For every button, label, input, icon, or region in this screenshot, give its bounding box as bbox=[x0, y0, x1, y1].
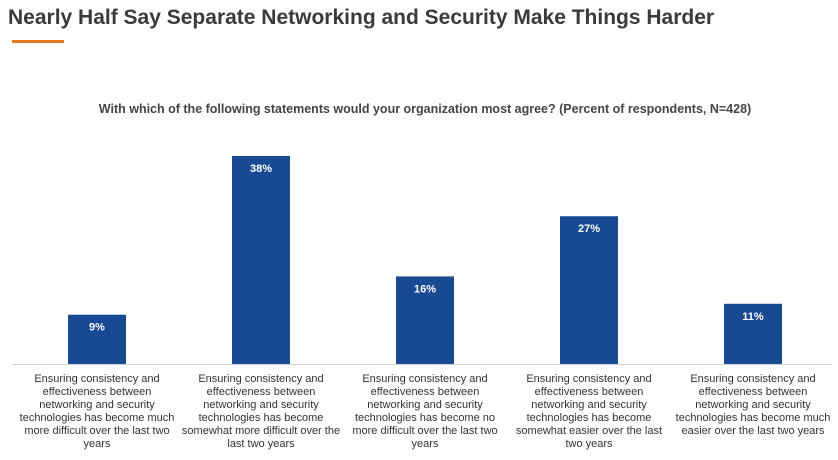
data-label-3: 16% bbox=[414, 283, 436, 295]
page-title: Nearly Half Say Separate Networking and … bbox=[8, 6, 715, 29]
data-label-1: 9% bbox=[89, 322, 105, 334]
data-label-5: 11% bbox=[742, 311, 764, 323]
bar-2 bbox=[232, 156, 290, 364]
bar-3 bbox=[396, 276, 454, 364]
bar-1 bbox=[68, 314, 126, 364]
category-label-2: Ensuring consistency and effectiveness b… bbox=[181, 373, 341, 450]
data-label-4: 27% bbox=[578, 223, 600, 235]
category-label-1: Ensuring consistency and effectiveness b… bbox=[19, 373, 175, 450]
data-label-2: 38% bbox=[250, 163, 272, 175]
bar-4 bbox=[560, 216, 618, 364]
category-label-5: Ensuring consistency and effectiveness b… bbox=[675, 373, 831, 437]
category-label-3: Ensuring consistency and effectiveness b… bbox=[352, 373, 498, 450]
category-label-4: Ensuring consistency and effectiveness b… bbox=[515, 373, 663, 450]
title-accent-line bbox=[12, 40, 64, 43]
chart-title: With which of the following statements w… bbox=[98, 102, 752, 116]
bar-5 bbox=[724, 303, 782, 364]
